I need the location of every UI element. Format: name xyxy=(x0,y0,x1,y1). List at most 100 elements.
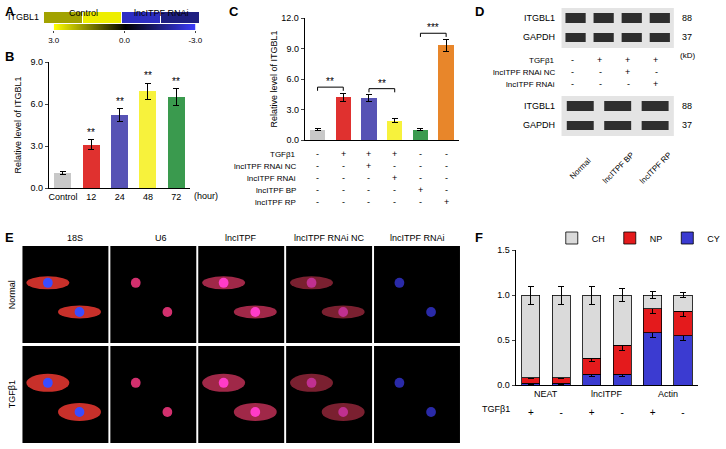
svg-text:lncITPF: lncITPF xyxy=(225,233,257,243)
svg-text:-: - xyxy=(316,185,319,195)
svg-text:TGFβ1: TGFβ1 xyxy=(482,404,510,414)
svg-text:(hour): (hour) xyxy=(194,191,218,201)
svg-text:3.0: 3.0 xyxy=(31,141,44,151)
svg-text:U6: U6 xyxy=(155,233,167,243)
svg-text:0.0: 0.0 xyxy=(31,183,44,193)
svg-text:TGFβ1: TGFβ1 xyxy=(270,150,296,159)
svg-text:+: + xyxy=(392,149,397,159)
svg-text:-: - xyxy=(419,173,422,183)
svg-text:lncITPF BP: lncITPF BP xyxy=(601,150,636,185)
svg-text:-: - xyxy=(367,197,370,207)
svg-text:E: E xyxy=(5,230,14,245)
svg-text:***: *** xyxy=(427,22,439,33)
svg-text:-3.0: -3.0 xyxy=(188,36,202,45)
svg-text:ITGBL1: ITGBL1 xyxy=(524,13,555,23)
svg-text:-: - xyxy=(316,197,319,207)
svg-text:-: - xyxy=(419,149,422,159)
svg-text:-: - xyxy=(393,161,396,171)
svg-text:+: + xyxy=(653,55,658,65)
svg-text:+: + xyxy=(650,407,656,418)
svg-text:-: - xyxy=(627,79,630,89)
svg-text:Relative level of ITGBL1: Relative level of ITGBL1 xyxy=(13,76,23,173)
svg-text:18S: 18S xyxy=(67,233,83,243)
svg-text:-: - xyxy=(342,197,345,207)
svg-text:B: B xyxy=(5,49,14,64)
svg-text:Relative level of ITGBL1: Relative level of ITGBL1 xyxy=(269,30,279,127)
svg-text:-: - xyxy=(571,67,574,77)
svg-text:+: + xyxy=(597,55,602,65)
svg-text:C: C xyxy=(229,4,239,19)
svg-text:ITGBL1: ITGBL1 xyxy=(524,101,555,111)
svg-text:-: - xyxy=(599,79,602,89)
svg-text:lncITPF RNAi: lncITPF RNAi xyxy=(134,8,189,18)
svg-text:lncITPF RP: lncITPF RP xyxy=(638,150,673,185)
svg-text:1.5: 1.5 xyxy=(497,245,510,255)
svg-text:NEAT: NEAT xyxy=(534,389,558,399)
svg-text:-: - xyxy=(419,161,422,171)
svg-text:lncITPF RNAi: lncITPF RNAi xyxy=(247,174,296,183)
svg-text:9.0: 9.0 xyxy=(286,44,299,54)
svg-text:-: - xyxy=(367,185,370,195)
svg-text:**: ** xyxy=(87,127,95,138)
svg-text:37: 37 xyxy=(682,120,692,130)
svg-text:ITGBL1: ITGBL1 xyxy=(8,12,39,22)
svg-text:88: 88 xyxy=(682,13,692,23)
svg-text:-: - xyxy=(316,149,319,159)
svg-text:12: 12 xyxy=(86,192,96,202)
svg-text:lncITPF RNAi: lncITPF RNAi xyxy=(390,233,445,243)
svg-text:0.0: 0.0 xyxy=(286,135,299,145)
svg-text:+: + xyxy=(444,197,449,207)
svg-text:TGFβ1: TGFβ1 xyxy=(529,56,555,65)
svg-text:1.0: 1.0 xyxy=(497,290,510,300)
svg-text:+: + xyxy=(528,407,534,418)
svg-text:-: - xyxy=(445,173,448,183)
svg-text:37: 37 xyxy=(682,32,692,42)
svg-text:lncITPF RNAi NC: lncITPF RNAi NC xyxy=(493,68,555,77)
svg-text:lncITPF: lncITPF xyxy=(591,389,623,399)
svg-text:Normal: Normal xyxy=(7,280,17,309)
svg-text:+: + xyxy=(341,149,346,159)
svg-text:6.0: 6.0 xyxy=(31,99,44,109)
svg-text:0.0: 0.0 xyxy=(119,36,131,45)
svg-text:+: + xyxy=(392,173,397,183)
svg-text:**: ** xyxy=(172,76,180,87)
svg-text:12.0: 12.0 xyxy=(281,13,299,23)
svg-text:-: - xyxy=(445,161,448,171)
svg-text:+: + xyxy=(625,67,630,77)
svg-text:+: + xyxy=(418,185,423,195)
svg-text:3.0: 3.0 xyxy=(286,105,299,115)
svg-text:-: - xyxy=(560,407,563,418)
svg-text:-: - xyxy=(599,67,602,77)
svg-text:-: - xyxy=(681,407,684,418)
svg-text:-: - xyxy=(445,149,448,159)
svg-text:lncITPF RP: lncITPF RP xyxy=(255,198,296,207)
svg-text:lncITPF RNAi: lncITPF RNAi xyxy=(506,80,555,89)
svg-text:-: - xyxy=(393,185,396,195)
svg-text:**: ** xyxy=(116,96,124,107)
svg-text:**: ** xyxy=(378,78,386,89)
svg-text:9.0: 9.0 xyxy=(31,57,44,67)
svg-text:-: - xyxy=(342,161,345,171)
svg-text:**: ** xyxy=(326,76,334,87)
svg-text:GAPDH: GAPDH xyxy=(523,32,555,42)
svg-text:88: 88 xyxy=(682,101,692,111)
svg-text:(kD): (kD) xyxy=(680,51,695,60)
svg-text:-: - xyxy=(342,185,345,195)
svg-text:-: - xyxy=(316,161,319,171)
svg-text:D: D xyxy=(475,4,484,19)
svg-text:CH: CH xyxy=(592,234,605,244)
svg-text:Normal: Normal xyxy=(568,156,593,181)
svg-text:-: - xyxy=(571,79,574,89)
svg-text:-: - xyxy=(445,185,448,195)
svg-text:GAPDH: GAPDH xyxy=(523,120,555,130)
svg-text:72: 72 xyxy=(171,192,181,202)
svg-text:-: - xyxy=(655,67,658,77)
svg-text:48: 48 xyxy=(143,192,153,202)
svg-text:+: + xyxy=(366,161,371,171)
svg-text:lncITPF RNAi NC: lncITPF RNAi NC xyxy=(294,233,365,243)
svg-text:lncITPF RNAi NC: lncITPF RNAi NC xyxy=(234,162,296,171)
svg-text:+: + xyxy=(625,55,630,65)
svg-text:3.0: 3.0 xyxy=(48,36,60,45)
svg-text:CY: CY xyxy=(707,234,720,244)
svg-text:-: - xyxy=(419,197,422,207)
